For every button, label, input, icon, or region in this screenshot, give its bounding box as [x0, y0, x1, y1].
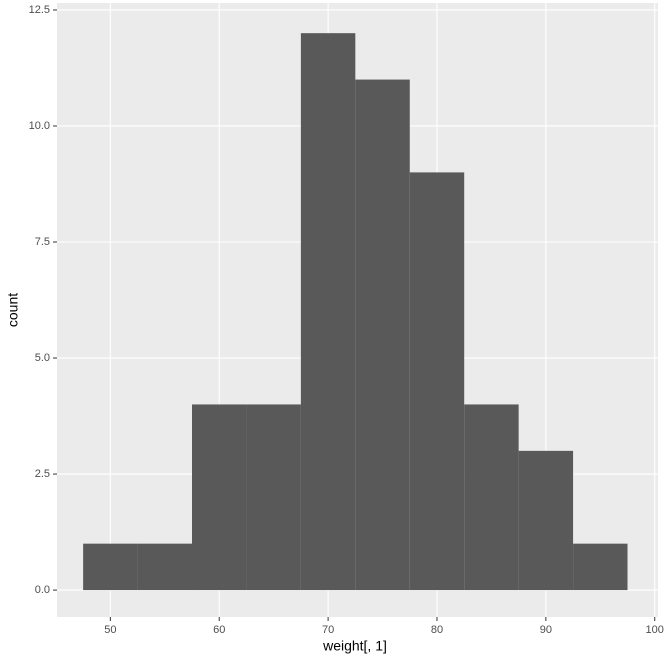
y-tick-label: 2.5: [35, 468, 50, 480]
y-tick-label: 12.5: [29, 4, 50, 16]
bar: [409, 172, 465, 591]
bar: [355, 79, 410, 591]
bar: [464, 404, 519, 591]
y-tick-label: 5.0: [35, 352, 50, 364]
x-tick-label: 100: [646, 624, 664, 636]
x-axis-label: weight[, 1]: [322, 638, 387, 654]
x-tick-label: 50: [104, 624, 116, 636]
y-tick-label: 0.0: [35, 584, 50, 596]
bar: [137, 543, 193, 591]
bar: [573, 543, 628, 591]
bar: [300, 33, 356, 591]
bar: [192, 404, 247, 591]
y-tick-label: 7.5: [35, 236, 50, 248]
y-axis-label: count: [5, 293, 21, 327]
x-tick-label: 80: [431, 624, 443, 636]
x-tick-label: 60: [213, 624, 225, 636]
bar: [246, 404, 301, 591]
bar: [518, 450, 574, 591]
y-tick-label: 10.0: [29, 120, 50, 132]
x-tick-label: 90: [540, 624, 552, 636]
x-tick-label: 70: [322, 624, 334, 636]
bar: [83, 543, 138, 591]
